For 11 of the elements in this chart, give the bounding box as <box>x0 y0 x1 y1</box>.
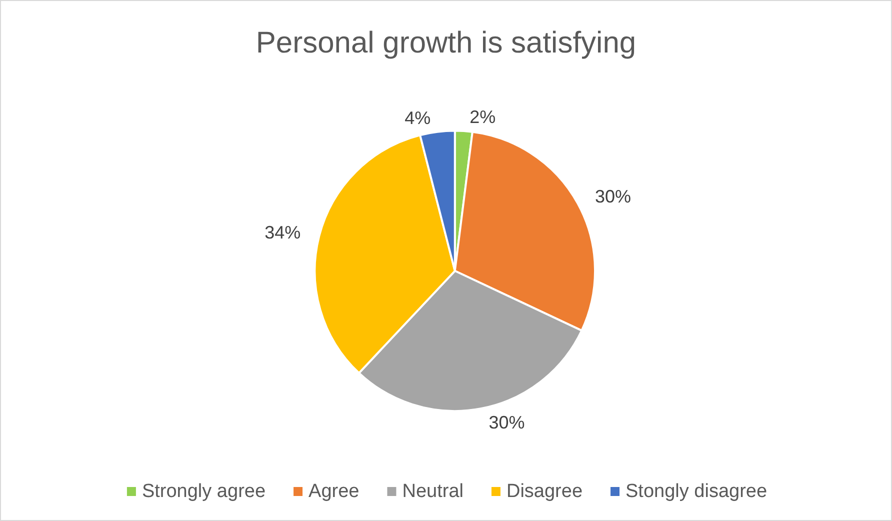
legend-label: Disagree <box>506 481 583 502</box>
legend-label: Agree <box>308 481 360 502</box>
data-label: 34% <box>264 222 301 243</box>
legend-label: Neutral <box>402 481 464 502</box>
data-label: 30% <box>488 412 525 432</box>
data-label: 30% <box>594 186 631 207</box>
data-label: 2% <box>470 107 496 128</box>
legend-label: Strongly agree <box>142 481 266 502</box>
legend-label: Stongly disagree <box>626 481 768 502</box>
chart-title: Personal growth is satisfying <box>256 26 636 60</box>
data-label: 4% <box>404 108 431 128</box>
